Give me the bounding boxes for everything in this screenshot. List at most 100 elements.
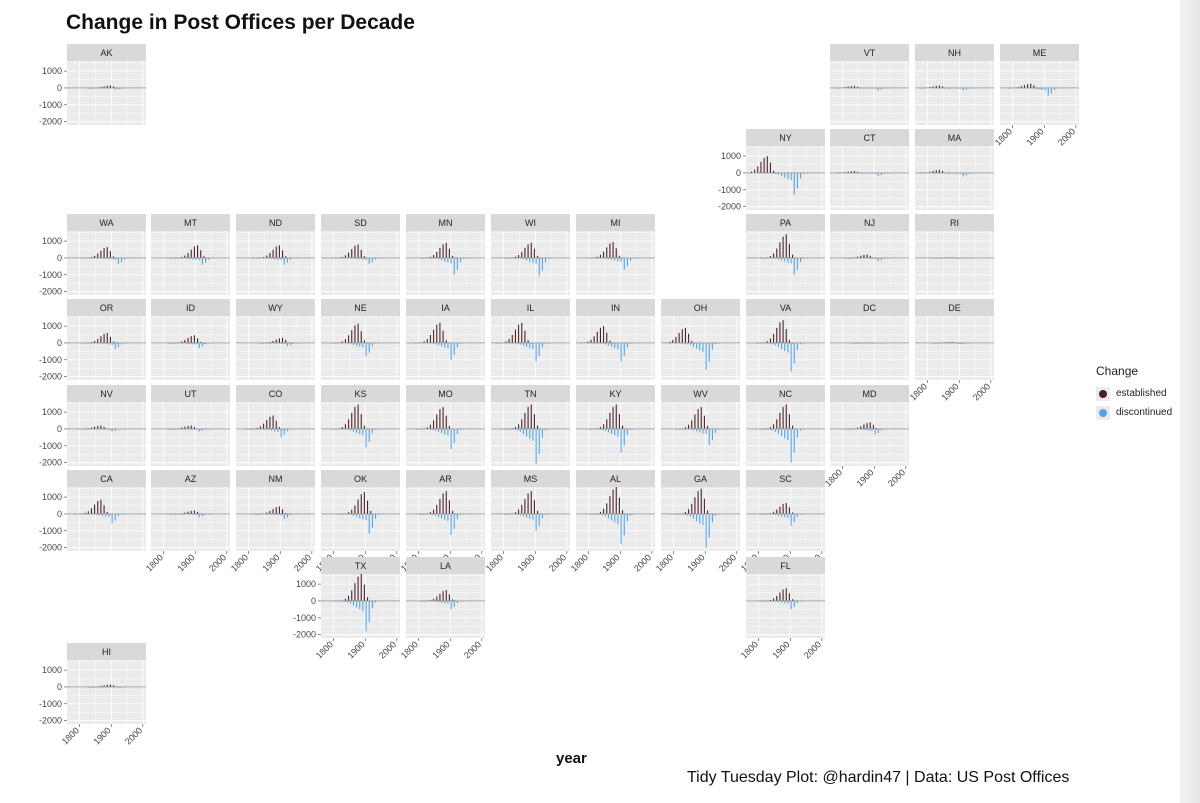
bar-established	[788, 243, 790, 258]
bar-discontinued	[803, 172, 805, 174]
bar-discontinued	[865, 428, 867, 431]
bar-established	[278, 427, 280, 429]
facet-label: CO	[269, 389, 283, 399]
facet-panel-bg	[746, 146, 825, 210]
bar-discontinued	[532, 342, 534, 350]
facet-strip	[830, 299, 909, 316]
bar-established	[103, 426, 105, 429]
facet-label: TX	[355, 561, 367, 571]
bar-established	[596, 331, 598, 343]
facet-label: VA	[780, 303, 791, 313]
bar-discontinued	[965, 87, 967, 90]
bar-discontinued	[611, 428, 613, 434]
x-tick-label: 1800	[399, 639, 420, 660]
bar-established	[537, 255, 539, 258]
y-tick-label: 1000	[42, 665, 62, 675]
bar-established	[448, 594, 450, 601]
bar-established	[106, 684, 108, 687]
bar-established	[348, 419, 350, 429]
y-tick-label: 1000	[42, 407, 62, 417]
chart-title: Change in Post Offices per Decade	[66, 11, 415, 34]
facet-panel-bg	[915, 231, 994, 295]
bar-established	[700, 407, 702, 429]
bar-established	[184, 426, 186, 429]
bar-established	[785, 404, 787, 429]
bar-discontinued	[277, 342, 279, 344]
bar-discontinued	[283, 257, 285, 265]
facet-panel-dc: DC	[830, 299, 909, 380]
bar-discontinued	[437, 257, 439, 260]
bar-discontinued	[969, 172, 971, 174]
bar-established	[518, 324, 520, 343]
bar-established	[288, 342, 290, 343]
bar-discontinued	[352, 428, 354, 432]
facet-panel-ms: MS 1800 1900 2000	[484, 470, 570, 574]
facet-panel-in: IN	[576, 299, 655, 380]
bar-discontinued	[796, 172, 798, 189]
bar-established	[792, 512, 794, 514]
x-tick-label: 1900	[939, 381, 960, 402]
bar-discontinued	[447, 600, 449, 604]
bar-established	[429, 256, 431, 258]
bar-established	[113, 86, 115, 88]
bar-established	[436, 504, 438, 514]
bar-discontinued	[356, 428, 358, 433]
x-tick-label: 2000	[1056, 126, 1077, 147]
bar-discontinued	[614, 513, 616, 523]
bar-established	[106, 247, 108, 258]
window-edge	[1180, 0, 1200, 803]
bar-established	[436, 596, 438, 601]
bar-established	[779, 242, 781, 258]
facet-label: MT	[184, 218, 197, 228]
bar-established	[187, 252, 189, 258]
facet-label: NV	[100, 389, 113, 399]
bar-discontinued	[708, 342, 710, 362]
bar-established	[348, 595, 350, 601]
bar-discontinued	[781, 172, 783, 177]
bar-discontinued	[522, 342, 524, 346]
facet-panel-bg	[67, 231, 146, 295]
facet-label: VT	[864, 48, 876, 58]
facet-panel-wy: WY	[236, 299, 315, 380]
bar-established	[785, 503, 787, 514]
facet-label: ND	[269, 218, 282, 228]
facet-label: WY	[268, 303, 283, 313]
bar-discontinued	[117, 257, 119, 264]
bar-discontinued	[280, 513, 282, 516]
bar-discontinued	[114, 342, 116, 349]
bar-established	[769, 162, 771, 173]
facet-label: TN	[525, 389, 537, 399]
bar-discontinued	[800, 257, 802, 263]
bar-discontinued	[463, 257, 465, 259]
facet-panel-bg	[236, 316, 315, 380]
bar-discontinued	[205, 513, 207, 515]
facet-strip	[321, 470, 400, 487]
bar-established	[773, 253, 775, 258]
bar-discontinued	[705, 342, 707, 370]
facet-panel-ct: CT	[830, 129, 909, 210]
bar-established	[84, 512, 86, 514]
bar-discontinued	[620, 513, 622, 545]
bar-established	[429, 600, 431, 601]
facet-label: AR	[439, 474, 452, 484]
facet-strip	[576, 299, 655, 316]
bar-established	[932, 86, 934, 88]
bar-discontinued	[437, 600, 439, 603]
bar-discontinued	[715, 428, 717, 433]
bar-established	[433, 329, 435, 343]
bar-established	[599, 254, 601, 258]
bar-discontinued	[447, 342, 449, 349]
bar-discontinued	[768, 428, 770, 430]
facet-label: KS	[354, 389, 366, 399]
bar-established	[94, 255, 96, 258]
legend-item-established: established	[1096, 384, 1172, 403]
bar-discontinued	[545, 257, 547, 263]
bar-established	[773, 424, 775, 429]
bar-established	[688, 424, 690, 429]
facet-label: FL	[780, 561, 791, 571]
bar-discontinued	[205, 428, 207, 430]
bar-established	[445, 340, 447, 343]
facet-panel-bg	[830, 231, 909, 295]
bar-established	[700, 488, 702, 514]
bar-discontinued	[368, 600, 370, 623]
